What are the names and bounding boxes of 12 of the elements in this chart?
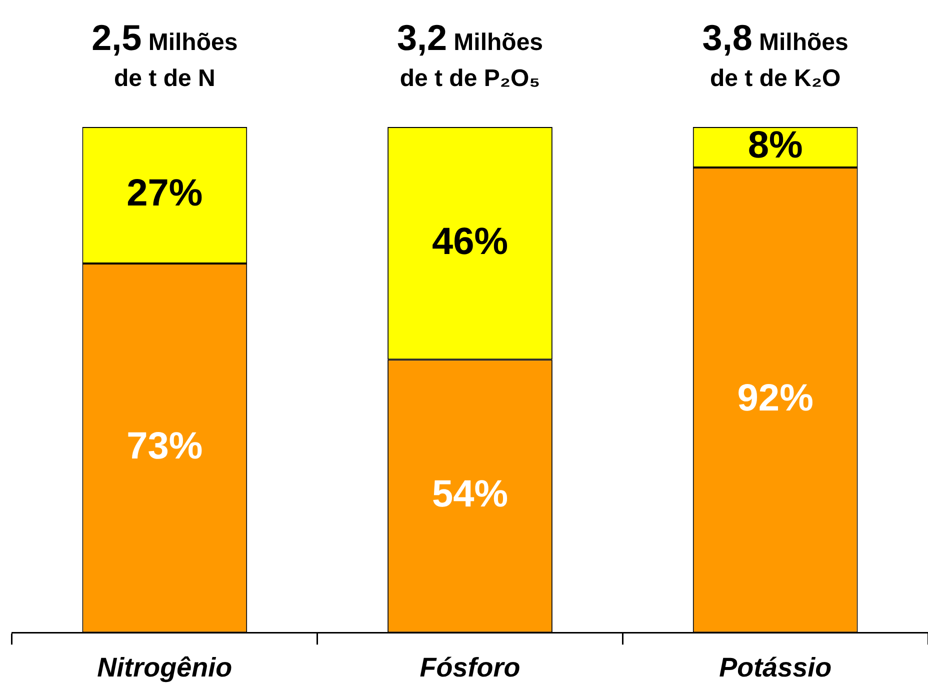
x-tick-label: Nitrogênio	[97, 652, 232, 682]
data-label: 73%	[126, 426, 203, 468]
x-tick-label: Potássio	[719, 652, 832, 682]
data-label: 8%	[748, 124, 803, 167]
text: 3,8 Milhões de t de K₂O	[702, 17, 848, 92]
text: 2,5 Milhões de t de N	[92, 17, 238, 92]
data-label: 92%	[737, 378, 814, 420]
data-label: 27%	[126, 172, 203, 215]
x-tick-label: Fósforo	[420, 652, 520, 682]
data-label: 46%	[432, 220, 508, 263]
data-label: 54%	[432, 474, 508, 516]
text: 3,2 Milhões de t de P₂O₅	[396, 17, 544, 92]
